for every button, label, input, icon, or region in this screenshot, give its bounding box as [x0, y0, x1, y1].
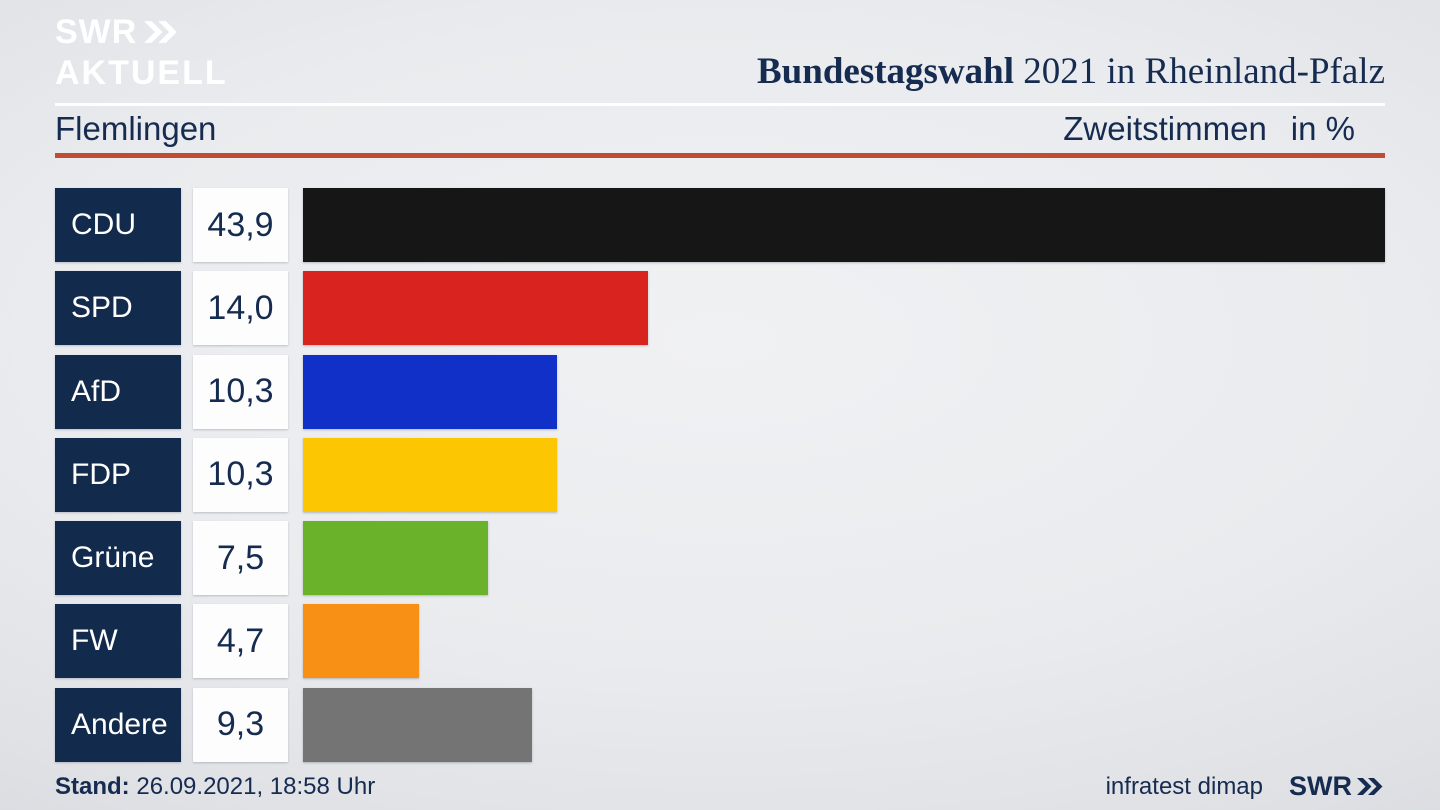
value-text: 14,0: [207, 288, 274, 327]
party-value: 4,7: [193, 604, 288, 679]
party-name: Grüne: [71, 541, 155, 575]
party-name: SPD: [71, 291, 133, 325]
bar-track: [303, 521, 1385, 596]
party-value: 14,0: [193, 271, 288, 346]
bar-track: [303, 604, 1385, 679]
party-name: FW: [71, 624, 118, 658]
party-bar: [303, 687, 533, 762]
chart-row: FDP 10,3: [55, 437, 1385, 512]
party-name: CDU: [71, 208, 136, 241]
chart-row: AfD 10,3: [55, 354, 1385, 429]
party-label: Grüne: [55, 521, 181, 596]
bar-track: [303, 271, 1385, 346]
location-title: Flemlingen: [55, 110, 217, 147]
value-text: 4,7: [216, 621, 265, 660]
party-value: 43,9: [193, 188, 288, 262]
credits: infratest dimap SWR: [1106, 771, 1385, 802]
party-value: 10,3: [193, 354, 288, 429]
party-name: AfD: [71, 374, 122, 408]
stand-text: Stand: 26.09.2021, 18:58 Uhr: [55, 773, 375, 801]
metric-label: Zweitstimmen: [1063, 110, 1267, 147]
stand-value: 26.09.2021, 18:58 Uhr: [129, 772, 376, 800]
source-credit: infratest dimap: [1105, 772, 1263, 800]
swr-footer-chevron-icon: [1357, 778, 1383, 795]
chart-row: Grüne 7,5: [55, 521, 1385, 596]
party-bar: [303, 604, 419, 679]
unit-label: in %: [1290, 110, 1355, 147]
bar-track: [303, 188, 1385, 262]
metric-title: Zweitstimmen in %: [1063, 110, 1385, 148]
party-bar: [303, 437, 557, 512]
party-value: 10,3: [193, 437, 288, 512]
bar-track: [303, 687, 1385, 762]
title-bold: Bundestagswahl: [757, 51, 1015, 92]
party-value: 9,3: [193, 687, 288, 762]
swr-footer-logo: SWR: [1289, 771, 1385, 802]
party-label: Andere: [55, 687, 181, 762]
party-label: FDP: [55, 437, 181, 512]
bar-chart: CDU 43,9 SPD 14,0 AfD 10,3 FDP 10,3: [55, 188, 1385, 762]
party-label: FW: [55, 604, 181, 679]
party-label: SPD: [55, 271, 181, 346]
page-title: Bundestagswahl 2021 in Rheinland-Pfalz: [757, 51, 1385, 93]
bar-track: [303, 437, 1385, 512]
value-text: 9,3: [216, 705, 265, 744]
chart-row: Andere 9,3: [55, 687, 1385, 762]
red-divider: [55, 153, 1385, 158]
party-name: Andere: [71, 707, 168, 741]
footer: Stand: 26.09.2021, 18:58 Uhr infratest d…: [55, 771, 1385, 802]
party-label: AfD: [55, 354, 181, 429]
aktuell-logo-text: AKTUELL: [55, 54, 228, 92]
chart-row: CDU 43,9: [55, 188, 1385, 262]
value-text: 43,9: [207, 205, 274, 244]
party-value: 7,5: [193, 521, 288, 596]
party-bar: [303, 354, 557, 429]
value-text: 10,3: [207, 372, 274, 411]
party-bar: [303, 188, 1385, 262]
swr-logo-text: SWR: [55, 13, 138, 51]
chart-row: FW 4,7: [55, 604, 1385, 679]
value-text: 7,5: [216, 538, 265, 577]
swr-double-chevron-icon: [144, 21, 178, 43]
swr-footer-text: SWR: [1289, 771, 1352, 801]
chart-row: SPD 14,0: [55, 271, 1385, 346]
party-bar: [303, 521, 488, 596]
title-rest: 2021 in Rheinland-Pfalz: [1014, 51, 1385, 92]
header-divider: [55, 103, 1385, 106]
stand-label: Stand:: [55, 772, 130, 800]
swr-aktuell-logo: SWR AKTUELL: [55, 15, 228, 90]
bar-track: [303, 354, 1385, 429]
party-name: FDP: [71, 457, 131, 491]
subheader: Flemlingen Zweitstimmen in %: [55, 110, 1385, 148]
party-bar: [303, 271, 649, 346]
party-label: CDU: [55, 188, 181, 262]
value-text: 10,3: [207, 455, 274, 494]
